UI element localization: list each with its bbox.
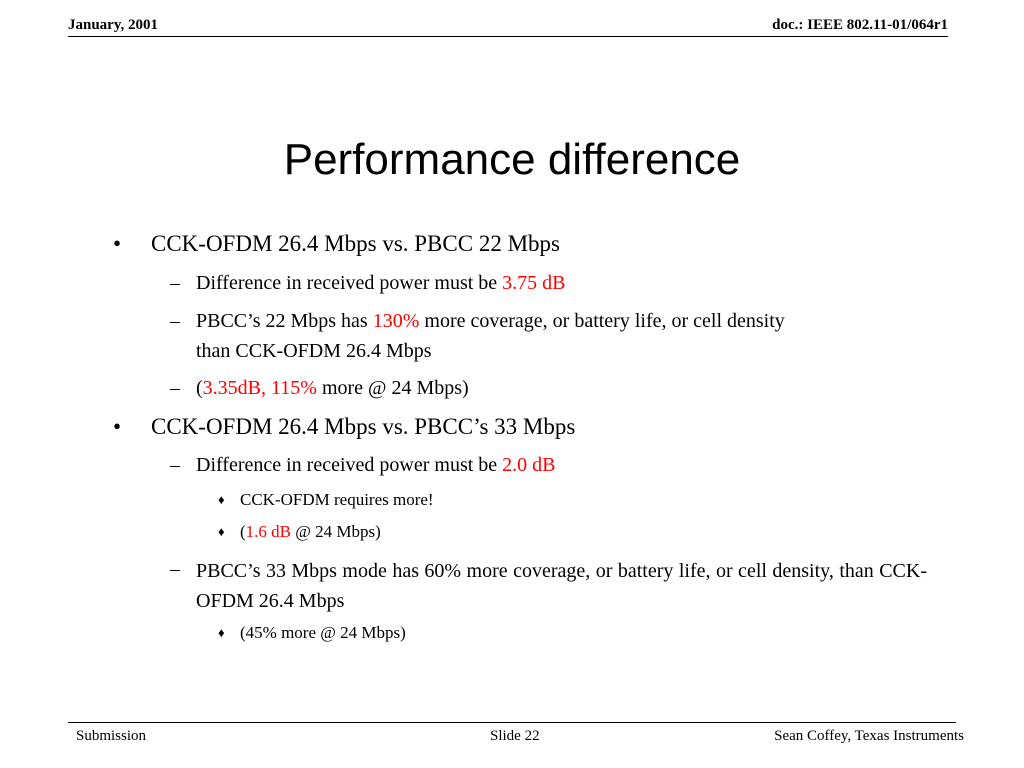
- header-doc-id: doc.: IEEE 802.11-01/064r1: [772, 17, 948, 33]
- sub-item-text: (: [196, 377, 203, 399]
- highlight-value: 3.75 dB: [502, 272, 566, 294]
- dash-marker: –: [170, 558, 180, 580]
- footer-slide-number: Slide 22: [490, 728, 540, 744]
- diamond-marker: ♦: [218, 524, 225, 539]
- sub-sub-item-text: (: [240, 522, 246, 541]
- header-divider: [68, 36, 948, 37]
- sub-sub-item: CCK-OFDM requires more!: [240, 489, 434, 511]
- dash-marker: –: [170, 310, 180, 332]
- sub-sub-item-text: @ 24 Mbps): [291, 522, 381, 541]
- sub-item: PBCC’s 33 Mbps mode has 60% more coverag…: [196, 556, 927, 616]
- slide-title: Performance difference: [283, 135, 741, 184]
- bullet-text: CCK-OFDM 26.4 Mbps vs. PBCC’s 33 Mbps: [151, 414, 576, 439]
- bullet-marker: •: [113, 231, 122, 256]
- sub-item-text: more @ 24 Mbps): [316, 377, 469, 399]
- highlight-value: 3.35dB, 115%: [202, 377, 317, 399]
- footer-submission: Submission: [76, 728, 147, 744]
- highlight-value: 1.6 dB: [245, 522, 292, 541]
- sub-item: Difference in received power must be 3.7…: [196, 270, 566, 296]
- sub-item-text: PBCC’s 22 Mbps has: [196, 310, 373, 332]
- diamond-marker: ♦: [218, 492, 225, 507]
- sub-sub-item-text: (45% more @ 24 Mbps): [240, 623, 406, 642]
- diamond-marker: ♦: [218, 625, 225, 640]
- dash-marker: –: [170, 377, 180, 399]
- sub-item: Difference in received power must be 2.0…: [196, 452, 556, 478]
- bullet-text: CCK-OFDM 26.4 Mbps vs. PBCC 22 Mbps: [151, 231, 560, 256]
- sub-item: PBCC’s 22 Mbps has 130% more coverage, o…: [196, 308, 785, 334]
- sub-sub-item-text: CCK-OFDM requires more!: [240, 490, 434, 509]
- sub-item-text: Difference in received power must be: [196, 454, 503, 476]
- sub-item-text: more coverage, or battery life, or cell …: [419, 310, 785, 332]
- bullet-item: CCK-OFDM 26.4 Mbps vs. PBCC’s 33 Mbps: [151, 413, 575, 441]
- footer-divider: [68, 722, 956, 723]
- highlight-value: 130%: [372, 310, 420, 332]
- sub-item-continuation: than CCK-OFDM 26.4 Mbps: [196, 340, 432, 362]
- dash-marker: –: [170, 272, 180, 294]
- footer-author: Sean Coffey, Texas Instruments: [774, 728, 964, 744]
- header-date: January, 2001: [68, 17, 159, 33]
- sub-sub-item: (1.6 dB @ 24 Mbps): [240, 521, 381, 543]
- bullet-marker: •: [113, 414, 122, 439]
- bullet-item: CCK-OFDM 26.4 Mbps vs. PBCC 22 Mbps: [151, 230, 560, 258]
- sub-item: (3.35dB, 115% more @ 24 Mbps): [196, 375, 469, 401]
- sub-item-text: PBCC’s 33 Mbps mode has 60% more coverag…: [196, 560, 927, 612]
- highlight-value: 2.0 dB: [502, 454, 556, 476]
- sub-item-text: Difference in received power must be: [196, 272, 503, 294]
- dash-marker: –: [170, 454, 180, 476]
- sub-sub-item: (45% more @ 24 Mbps): [240, 622, 406, 644]
